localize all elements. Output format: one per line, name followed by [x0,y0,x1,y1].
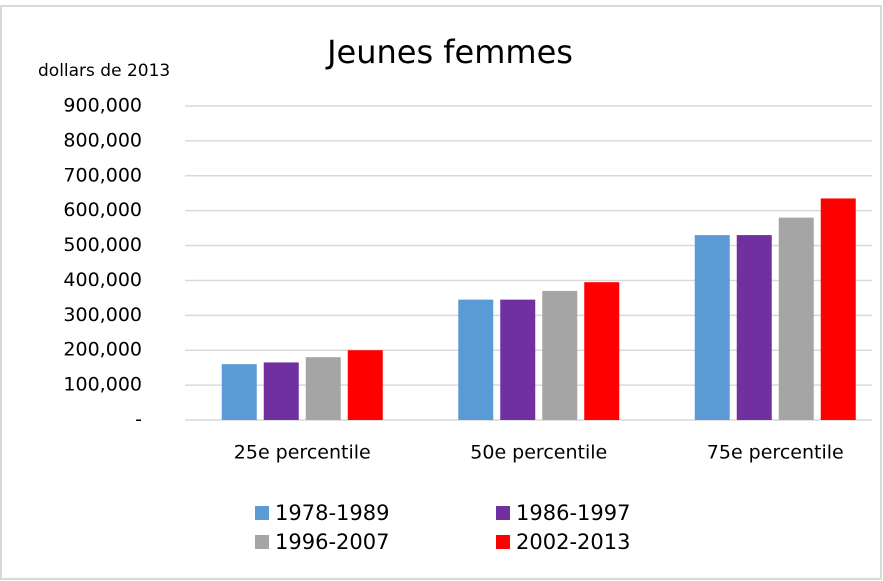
x-tick-label: 25e percentile [234,442,371,464]
bar [458,299,494,420]
legend-swatch [496,506,510,520]
y-tick-label: 300,000 [63,304,142,326]
y-tick-label: 800,000 [63,129,142,151]
y-tick-label: 600,000 [63,199,142,221]
bar [221,364,257,420]
legend-swatch [496,535,510,549]
legend-label: 2002-2013 [516,530,630,554]
legend-swatch [255,506,269,520]
y-tick-label: - [135,409,142,431]
bar [694,235,730,420]
bar [500,299,536,420]
bar [778,217,814,420]
bar [584,282,620,420]
chart-title: Jeunes femmes [325,33,573,71]
x-tick-label: 50e percentile [470,442,607,464]
y-tick-label: 400,000 [63,269,142,291]
y-tick-label: 900,000 [63,95,142,117]
bar [820,198,856,420]
y-tick-label: 100,000 [63,374,142,396]
bar [263,362,299,420]
legend-label: 1996-2007 [275,530,389,554]
bar [347,350,383,420]
y-tick-label: 500,000 [63,234,142,256]
x-tick-label: 75e percentile [707,442,844,464]
legend-label: 1978-1989 [275,501,389,525]
y-axis-label: dollars de 2013 [38,61,170,81]
legend-label: 1986-1997 [516,501,630,525]
chart-frame [0,5,882,580]
bar [542,290,578,420]
y-tick-label: 200,000 [63,339,142,361]
bar [736,235,772,420]
bar [305,357,341,420]
legend-swatch [255,535,269,549]
y-tick-label: 700,000 [63,164,142,186]
